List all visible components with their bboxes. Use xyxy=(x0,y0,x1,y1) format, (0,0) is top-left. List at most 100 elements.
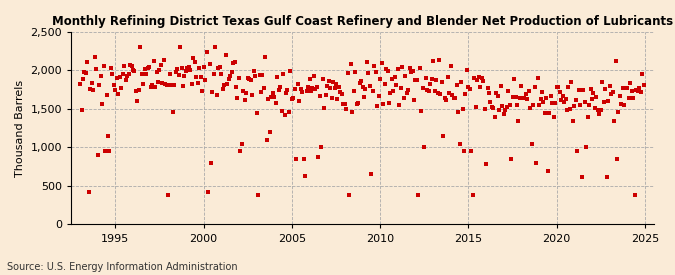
Point xyxy=(176,66,187,71)
Point xyxy=(351,101,362,106)
Point xyxy=(333,85,344,89)
Point xyxy=(145,84,156,89)
Point xyxy=(634,86,645,90)
Point xyxy=(495,84,506,88)
Point xyxy=(146,83,157,87)
Point xyxy=(101,93,112,97)
Point xyxy=(605,92,616,96)
Point xyxy=(603,99,614,104)
Point xyxy=(263,97,274,101)
Point xyxy=(313,155,324,160)
Point xyxy=(92,153,103,157)
Point xyxy=(85,87,96,92)
Point xyxy=(628,96,639,100)
Point xyxy=(563,84,574,89)
Point xyxy=(364,83,375,88)
Point xyxy=(543,168,554,173)
Point xyxy=(327,79,338,84)
Point xyxy=(509,76,520,81)
Point xyxy=(579,99,590,104)
Point xyxy=(194,66,205,70)
Point xyxy=(206,161,217,165)
Point xyxy=(525,106,536,110)
Point xyxy=(614,94,625,98)
Point xyxy=(116,86,127,90)
Point xyxy=(150,85,161,89)
Point xyxy=(362,59,373,64)
Point xyxy=(94,82,105,87)
Point xyxy=(354,81,365,86)
Point xyxy=(616,102,627,106)
Point xyxy=(247,93,258,97)
Point xyxy=(353,101,364,105)
Point xyxy=(584,103,595,107)
Point xyxy=(196,89,207,93)
Point xyxy=(410,77,421,82)
Point xyxy=(425,82,435,86)
Point xyxy=(400,74,410,78)
Point xyxy=(539,111,550,116)
Point xyxy=(275,85,286,90)
Point xyxy=(204,62,215,66)
Point xyxy=(396,86,406,90)
Point xyxy=(252,193,263,197)
Point xyxy=(491,91,502,96)
Point xyxy=(213,66,223,71)
Point xyxy=(529,85,540,89)
Point xyxy=(369,64,379,68)
Point xyxy=(502,105,512,109)
Point xyxy=(192,81,203,85)
Point xyxy=(472,78,483,82)
Point xyxy=(559,100,570,104)
Point xyxy=(317,77,328,81)
Point xyxy=(548,114,559,119)
Point xyxy=(310,87,321,91)
Point xyxy=(526,141,537,146)
Point xyxy=(562,108,572,112)
Point xyxy=(397,65,408,69)
Point xyxy=(107,72,118,76)
Point xyxy=(473,75,484,79)
Point xyxy=(144,65,155,69)
Point xyxy=(598,100,609,104)
Point xyxy=(585,87,596,92)
Point xyxy=(481,161,491,166)
Point xyxy=(86,81,97,85)
Point xyxy=(426,77,437,81)
Point xyxy=(488,106,499,110)
Point xyxy=(450,96,460,101)
Point xyxy=(138,82,148,87)
Point xyxy=(594,112,605,116)
Point xyxy=(557,94,568,98)
Point xyxy=(412,78,423,82)
Point xyxy=(316,145,327,150)
Point xyxy=(186,81,197,86)
Point xyxy=(348,89,359,94)
Point xyxy=(136,72,147,76)
Point xyxy=(238,89,249,93)
Point xyxy=(248,68,259,73)
Point xyxy=(622,85,632,90)
Point xyxy=(281,91,292,95)
Point xyxy=(277,72,288,76)
Point xyxy=(569,104,580,108)
Point xyxy=(190,60,200,65)
Point xyxy=(560,97,571,101)
Point xyxy=(566,80,577,84)
Point xyxy=(282,88,293,92)
Point xyxy=(119,64,130,68)
Point xyxy=(179,74,190,78)
Point xyxy=(269,95,279,99)
Point xyxy=(414,66,425,70)
Point xyxy=(135,45,146,50)
Point xyxy=(117,72,128,76)
Point xyxy=(142,65,153,70)
Point xyxy=(454,141,465,146)
Point xyxy=(175,45,186,50)
Point xyxy=(319,105,329,110)
Point xyxy=(241,91,252,95)
Point xyxy=(507,94,518,99)
Point xyxy=(242,76,253,81)
Point xyxy=(516,84,526,88)
Point xyxy=(591,95,602,100)
